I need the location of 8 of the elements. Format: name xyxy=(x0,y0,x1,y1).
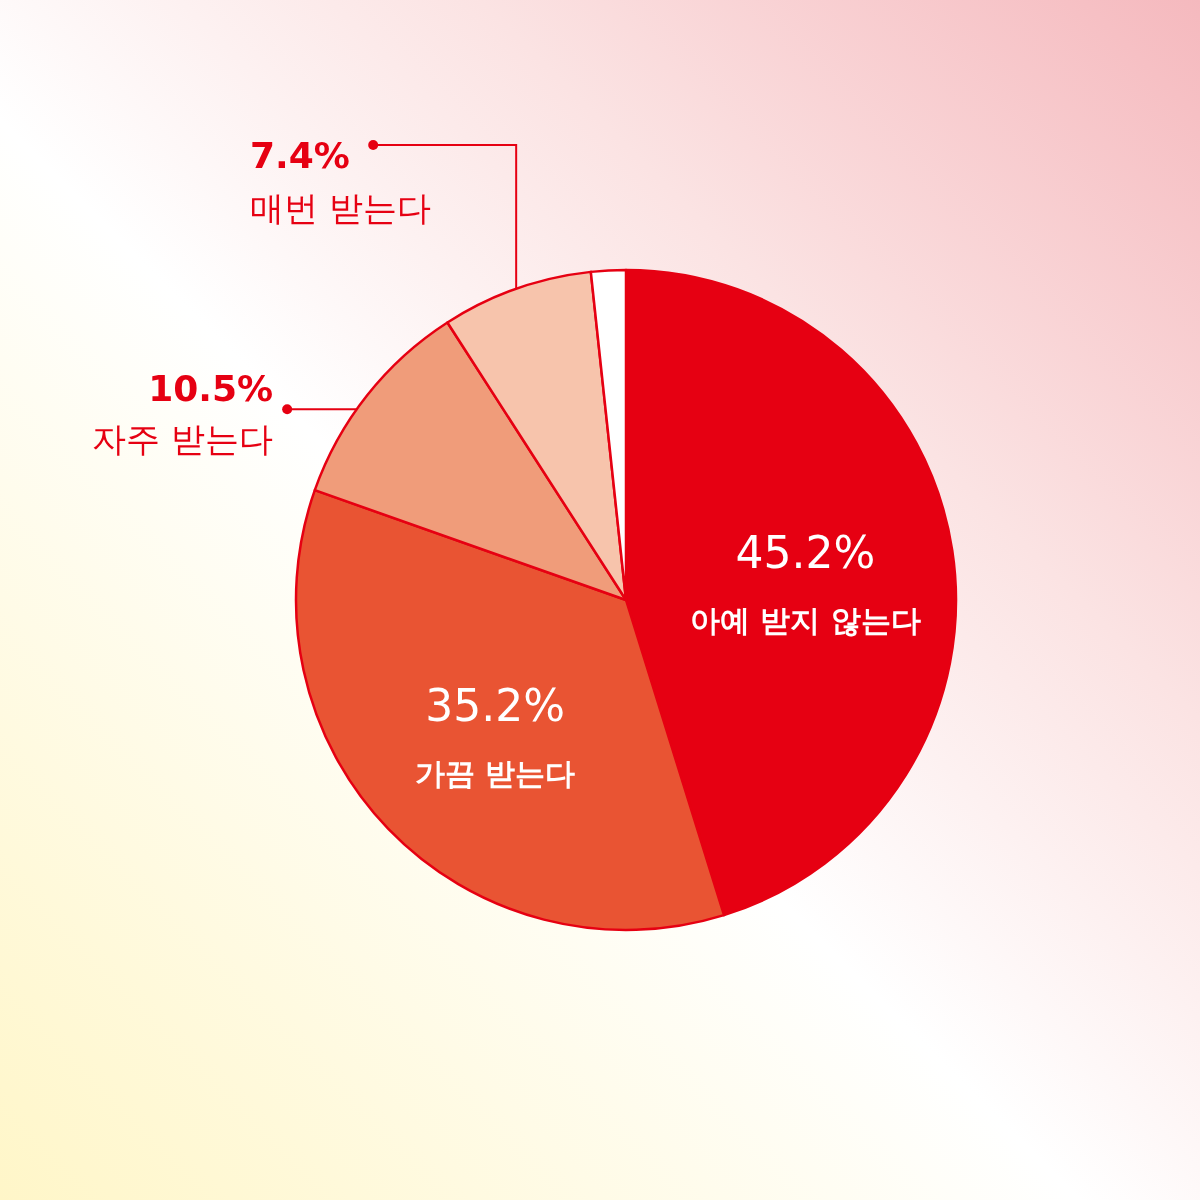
slice-label: 자주 받는다 xyxy=(92,419,274,460)
slice-label: 매번 받는다 xyxy=(250,188,431,228)
slice-label: 아예 받지 않는다 xyxy=(689,602,921,638)
slice-label: 가끔 받는다 xyxy=(415,755,576,791)
data-label: 7.4% xyxy=(250,135,350,176)
data-label: 10.5% xyxy=(148,368,274,410)
data-label: 45.2% xyxy=(735,526,876,578)
data-label: 35.2% xyxy=(425,679,566,731)
